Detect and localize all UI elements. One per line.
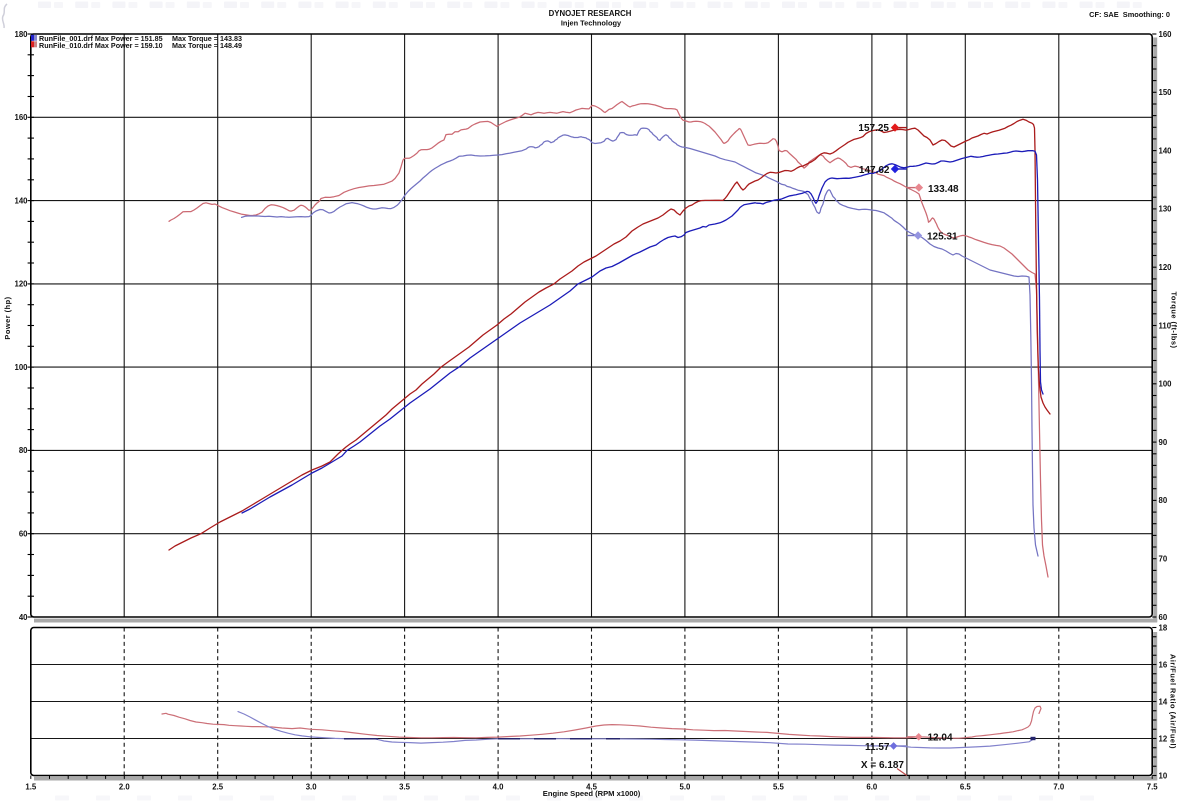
svg-text:80: 80 — [19, 446, 28, 455]
svg-text:DYNOJET RESEARCH: DYNOJET RESEARCH — [549, 9, 632, 18]
svg-text:Engine Speed (RPM x1000): Engine Speed (RPM x1000) — [543, 789, 641, 798]
svg-text:70: 70 — [1159, 555, 1168, 564]
svg-text:11.57: 11.57 — [865, 742, 890, 753]
svg-text:140: 140 — [14, 196, 28, 205]
svg-text:40: 40 — [19, 613, 28, 622]
svg-text:4.5: 4.5 — [586, 783, 598, 792]
svg-text:3.5: 3.5 — [399, 783, 411, 792]
svg-text:Torque (ft-lbs): Torque (ft-lbs) — [1170, 291, 1179, 348]
svg-text:Air/Fuel Ratio (Air/Fuel): Air/Fuel Ratio (Air/Fuel) — [1169, 654, 1178, 749]
svg-text:12: 12 — [1159, 734, 1168, 743]
svg-text:80: 80 — [1159, 496, 1168, 505]
svg-text:2.0: 2.0 — [119, 783, 131, 792]
svg-text:1.5: 1.5 — [25, 783, 37, 792]
svg-text:5.0: 5.0 — [680, 783, 692, 792]
svg-text:12.04: 12.04 — [928, 733, 953, 744]
svg-text:Max Torque = 148.49: Max Torque = 148.49 — [172, 41, 242, 50]
svg-text:120: 120 — [1159, 263, 1173, 272]
svg-text:180: 180 — [14, 30, 28, 39]
svg-text:157.25: 157.25 — [858, 123, 889, 134]
svg-text:133.48: 133.48 — [928, 184, 959, 195]
svg-text:110: 110 — [1159, 321, 1172, 330]
svg-text:7.5: 7.5 — [1147, 783, 1159, 792]
svg-text:X = 6.187: X = 6.187 — [861, 760, 905, 771]
svg-text:RunFile_001.drf Max Power = 15: RunFile_001.drf Max Power = 151.85 — [39, 34, 163, 43]
svg-text:7.0: 7.0 — [1053, 783, 1065, 792]
svg-text:6.0: 6.0 — [866, 783, 878, 792]
svg-text:147.62: 147.62 — [859, 165, 890, 176]
svg-text:120: 120 — [14, 280, 28, 289]
svg-text:60: 60 — [19, 530, 28, 539]
svg-text:16: 16 — [1159, 660, 1168, 669]
svg-text:3.0: 3.0 — [306, 783, 318, 792]
svg-text:100: 100 — [1159, 380, 1173, 389]
svg-text:130: 130 — [1159, 205, 1173, 214]
svg-text:100: 100 — [14, 363, 28, 372]
svg-text:4.0: 4.0 — [493, 783, 505, 792]
svg-text:125.31: 125.31 — [927, 231, 958, 242]
svg-text:Power (hp): Power (hp) — [3, 296, 12, 339]
svg-text:60: 60 — [1159, 613, 1168, 622]
svg-text:Injen Technology: Injen Technology — [561, 19, 622, 28]
svg-text:CF: SAE Smoothing: 0: CF: SAE Smoothing: 0 — [1089, 10, 1170, 19]
svg-text:2.5: 2.5 — [212, 783, 224, 792]
svg-text:160: 160 — [1159, 30, 1173, 39]
svg-text:10: 10 — [1159, 771, 1168, 780]
svg-text:RunFile_010.drf Max Power = 15: RunFile_010.drf Max Power = 159.10 — [39, 41, 163, 50]
svg-text:160: 160 — [14, 113, 28, 122]
svg-text:Max Torque = 143.83: Max Torque = 143.83 — [172, 34, 242, 43]
svg-text:140: 140 — [1159, 146, 1173, 155]
svg-text:90: 90 — [1159, 438, 1168, 447]
svg-text:18: 18 — [1159, 623, 1168, 632]
svg-text:5.5: 5.5 — [773, 783, 785, 792]
svg-text:6.5: 6.5 — [960, 783, 972, 792]
svg-text:150: 150 — [1159, 88, 1173, 97]
svg-text:14: 14 — [1159, 697, 1168, 706]
